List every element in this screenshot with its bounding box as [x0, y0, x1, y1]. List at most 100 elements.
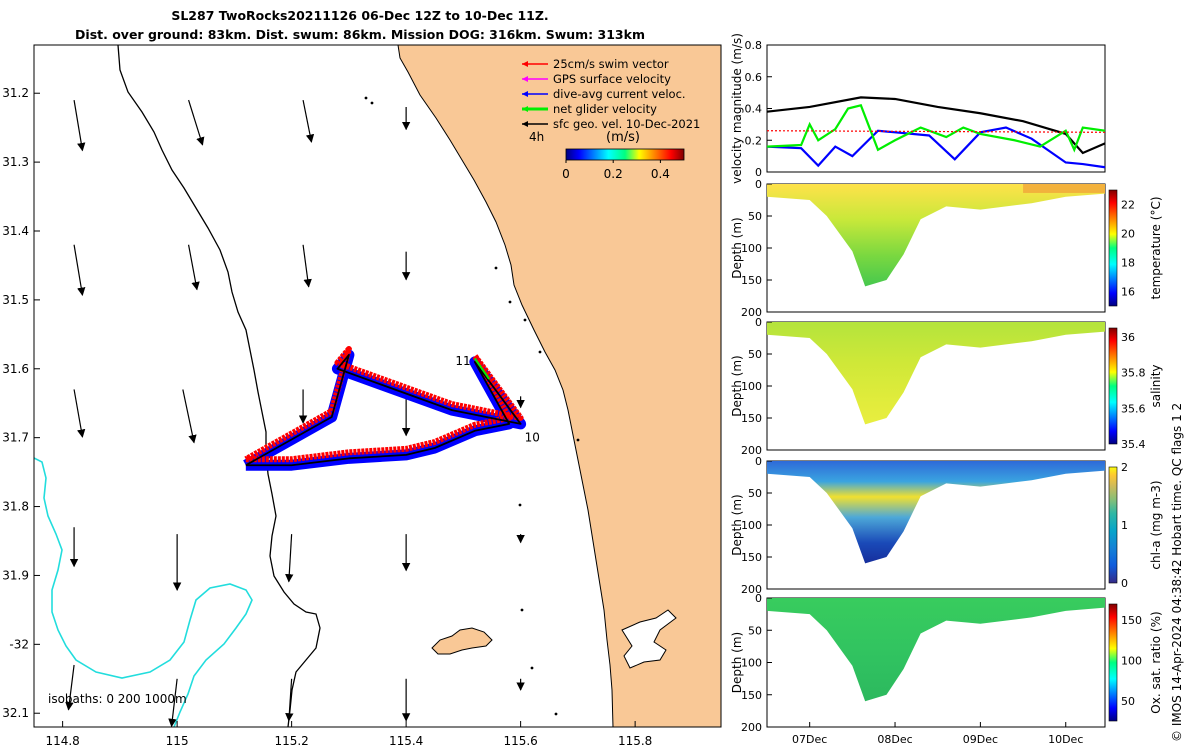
coastal-rock	[518, 503, 522, 507]
legend-arrowhead	[522, 76, 528, 82]
legend-entry: GPS surface velocity	[553, 72, 671, 86]
depth-tick-label: 150	[741, 551, 762, 564]
y-tick-label: 31.5	[2, 293, 29, 307]
colorbar-tick-label: 0.2	[604, 167, 623, 181]
geo-velocity-arrow	[73, 100, 86, 152]
geo-velocity-arrow	[168, 678, 178, 727]
velocity-y-tick-label: 0.8	[745, 39, 763, 52]
geo-velocity-arrow	[65, 664, 75, 711]
profile-colorbar-tick-label: 50	[1121, 695, 1135, 708]
velocity-y-tick-label: 0.2	[745, 134, 763, 147]
depth-axis-label: Depth (m)	[730, 217, 744, 278]
legend-arrowhead	[522, 121, 528, 127]
land-mass	[397, 45, 721, 727]
geo-velocity-arrow	[73, 389, 86, 438]
profile-colorbar-label: Ox. sat. ratio (%)	[1149, 611, 1163, 713]
velocity-y-axis-label: velocity magnitude (m/s)	[730, 33, 744, 184]
profile-panel: 0 50 100 150 200 Depth (m) 16 18 20 22 temperature…	[730, 178, 1163, 319]
profile-section	[767, 461, 1105, 564]
profile-colorbar-label: temperature (°C)	[1149, 197, 1163, 300]
depth-tick-label: 150	[741, 412, 762, 425]
swim-vector-band	[244, 346, 524, 463]
depth-tick-label: 150	[741, 274, 762, 287]
y-tick-label: 32.1	[2, 706, 29, 720]
depth-tick-label: 100	[741, 519, 762, 532]
glider-track	[245, 354, 522, 467]
velocity-y-tick-label: 0	[755, 166, 762, 179]
profile-panel: 0 50 100 150 200 Depth (m) 35.4 35.6 35.8 36 salin…	[730, 316, 1163, 457]
coastal-rock	[576, 438, 580, 442]
depth-tick-label: 200	[741, 306, 762, 319]
profile-colorbar-tick-label: 16	[1121, 286, 1135, 299]
coastal-rock	[523, 318, 527, 322]
y-tick-label: 31.3	[2, 155, 29, 169]
depth-tick-label: 0	[755, 455, 762, 468]
depth-tick-label: 100	[741, 242, 762, 255]
x-tick-label: 114.8	[45, 734, 79, 748]
track-day-label: 10	[525, 431, 540, 445]
depth-tick-label: 200	[741, 583, 762, 596]
geo-velocity-arrow	[182, 389, 197, 444]
colorbar-tick-label: 0	[562, 167, 570, 181]
profile-colorbar-tick-label: 22	[1121, 199, 1135, 212]
profile-colorbar-tick-label: 2	[1121, 461, 1128, 474]
date-tick-label: 08Dec	[877, 733, 912, 746]
isobaths-label: isobaths: 0 200 1000m	[48, 692, 187, 706]
estuary	[621, 609, 677, 669]
profile-section	[767, 598, 1105, 702]
profile-colorbar-tick-label: 1	[1121, 519, 1128, 532]
profile-colorbar-label: chl-a (mg m-3)	[1149, 480, 1163, 569]
profile-colorbar-tick-label: 35.8	[1121, 367, 1146, 380]
isobath-200	[34, 457, 253, 727]
profile-colorbar	[1108, 189, 1118, 307]
velocity-series	[766, 126, 1106, 169]
velocity-y-tick-label: 0.6	[745, 71, 763, 84]
profile-colorbar-tick-label: 0	[1121, 577, 1128, 590]
depth-tick-label: 0	[755, 178, 762, 191]
coastal-rock	[370, 101, 374, 105]
profile-colorbar-tick-label: 36	[1121, 331, 1135, 344]
chart-subtitle: Dist. over ground: 83km. Dist. swum: 86k…	[75, 27, 645, 42]
depth-tick-label: 50	[748, 624, 762, 637]
profile-section	[767, 322, 1105, 425]
legend-entry: sfc geo. vel. 10-Dec-2021	[553, 117, 700, 131]
velocity-frame	[766, 44, 1106, 173]
velocity-series	[766, 96, 1106, 155]
y-tick-label: 31.2	[2, 86, 29, 100]
geo-velocity-arrow	[302, 244, 312, 288]
profile-colorbar-tick-label: 35.4	[1121, 438, 1146, 451]
geo-velocity-arrow	[187, 244, 200, 291]
profile-panel: 0 50 100 150 200 Depth (m) 50 100 150 Ox. sat. ra…	[730, 592, 1163, 746]
y-tick-label: 31.6	[2, 362, 29, 376]
coastal-rock	[554, 712, 558, 716]
x-tick-label: 115	[166, 734, 189, 748]
date-tick-label: 07Dec	[792, 733, 827, 746]
net-glider-velocity	[474, 357, 490, 380]
depth-axis-label: Depth (m)	[730, 494, 744, 555]
track-day-label: 11	[455, 354, 470, 368]
profile-colorbar-tick-label: 18	[1121, 257, 1135, 270]
depth-tick-label: 50	[748, 348, 762, 361]
y-tick-label: 31.4	[2, 224, 29, 238]
coastal-rock	[364, 96, 368, 100]
isobath-1000	[117, 45, 321, 727]
island	[431, 627, 493, 655]
depth-tick-label: 0	[755, 592, 762, 605]
coastal-rock	[494, 266, 498, 270]
velocity-series	[766, 130, 1106, 133]
velocity-series	[766, 104, 1106, 153]
y-tick-label: 31.7	[2, 431, 29, 445]
x-tick-label: 115.6	[503, 734, 537, 748]
date-tick-label: 09Dec	[963, 733, 998, 746]
legend-entry: dive-avg current veloc.	[553, 87, 686, 101]
depth-tick-label: 50	[748, 210, 762, 223]
geo-velocity-arrow	[285, 678, 294, 722]
depth-tick-label: 200	[741, 721, 762, 734]
depth-axis-label: Depth (m)	[730, 355, 744, 416]
legend-entry: net glider velocity	[553, 102, 657, 116]
coastal-rock	[520, 608, 524, 612]
x-tick-label: 115.4	[389, 734, 423, 748]
